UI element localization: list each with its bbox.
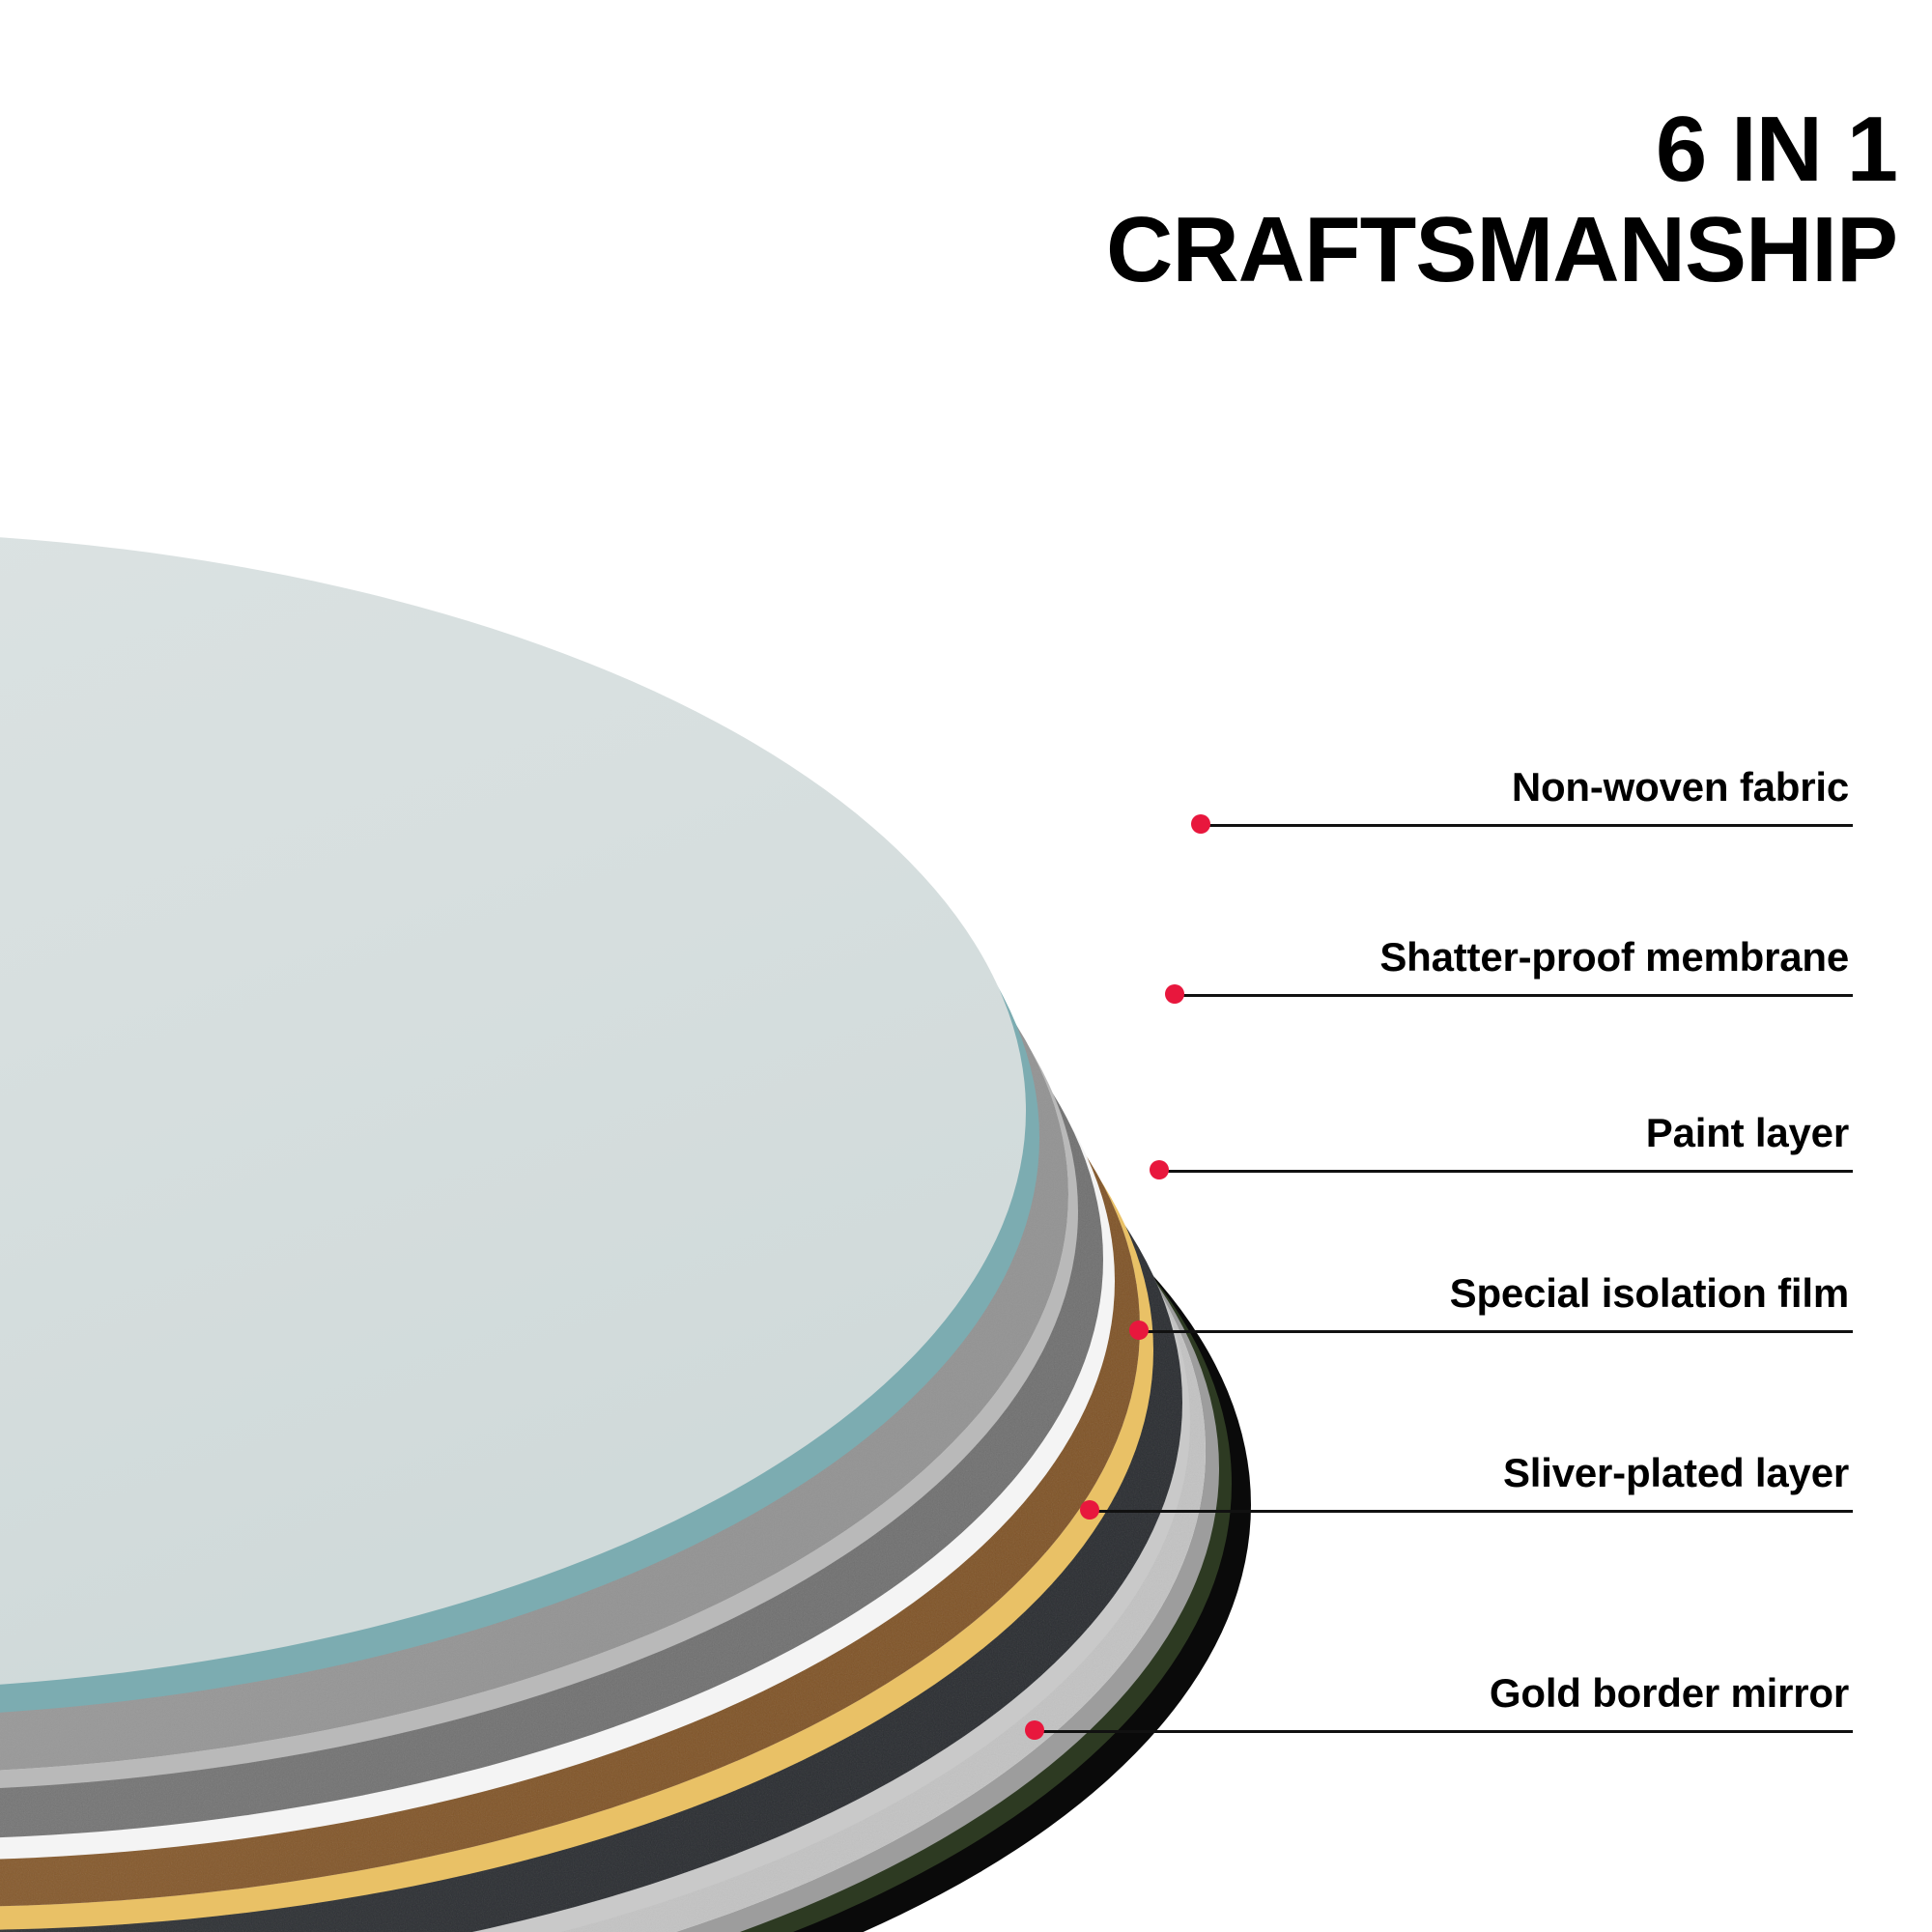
callout-anchor-dot bbox=[1150, 1160, 1169, 1179]
page-title: 6 IN 1 CRAFTSMANSHIP bbox=[1106, 98, 1898, 302]
callout-leader-line bbox=[1139, 1330, 1853, 1333]
callout-leader-line bbox=[1159, 1170, 1853, 1173]
headline-line-1: 6 IN 1 bbox=[1655, 98, 1898, 201]
callout-leader-line bbox=[1090, 1510, 1853, 1513]
callout-anchor-dot bbox=[1191, 814, 1210, 834]
callout-leader-line bbox=[1201, 824, 1853, 827]
callout-leader-line bbox=[1175, 994, 1853, 997]
callout-anchor-dot bbox=[1080, 1500, 1099, 1520]
callout-label: Special isolation film bbox=[1449, 1270, 1850, 1316]
headline-line-2: CRAFTSMANSHIP bbox=[1106, 198, 1898, 302]
callout-label: Non-woven fabric bbox=[1511, 764, 1849, 810]
callout-anchor-dot bbox=[1129, 1321, 1149, 1340]
callout-label: Paint layer bbox=[1645, 1110, 1849, 1155]
callout-label: Shatter-proof membrane bbox=[1379, 934, 1849, 980]
callout-label: Gold border mirror bbox=[1489, 1670, 1849, 1716]
callout-anchor-dot bbox=[1165, 984, 1184, 1004]
callout-label: Sliver-plated layer bbox=[1502, 1450, 1849, 1495]
callout-anchor-dot bbox=[1025, 1720, 1044, 1740]
callout-leader-line bbox=[1035, 1730, 1853, 1733]
